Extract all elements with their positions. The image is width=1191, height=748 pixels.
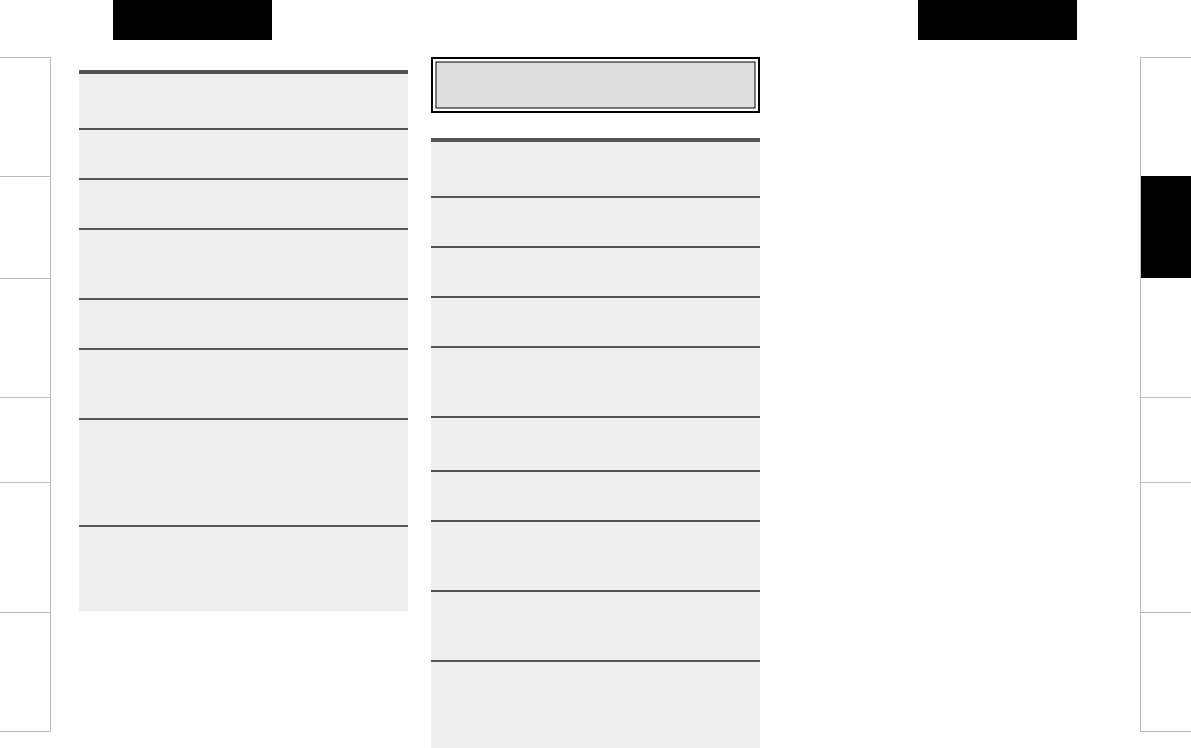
box-inner xyxy=(435,61,756,109)
header-block-left xyxy=(113,0,272,40)
heading-box xyxy=(431,57,760,113)
right-tabs xyxy=(1140,57,1191,732)
right-table xyxy=(431,138,760,748)
header-block-right xyxy=(918,0,1077,40)
table-body xyxy=(79,74,408,611)
active-tab[interactable] xyxy=(1140,176,1191,278)
left-table xyxy=(79,70,408,611)
table-body xyxy=(431,142,760,748)
left-tabs xyxy=(0,57,51,732)
table-top-rule xyxy=(79,70,408,74)
table-top-rule xyxy=(431,138,760,142)
box-outer xyxy=(431,57,760,113)
